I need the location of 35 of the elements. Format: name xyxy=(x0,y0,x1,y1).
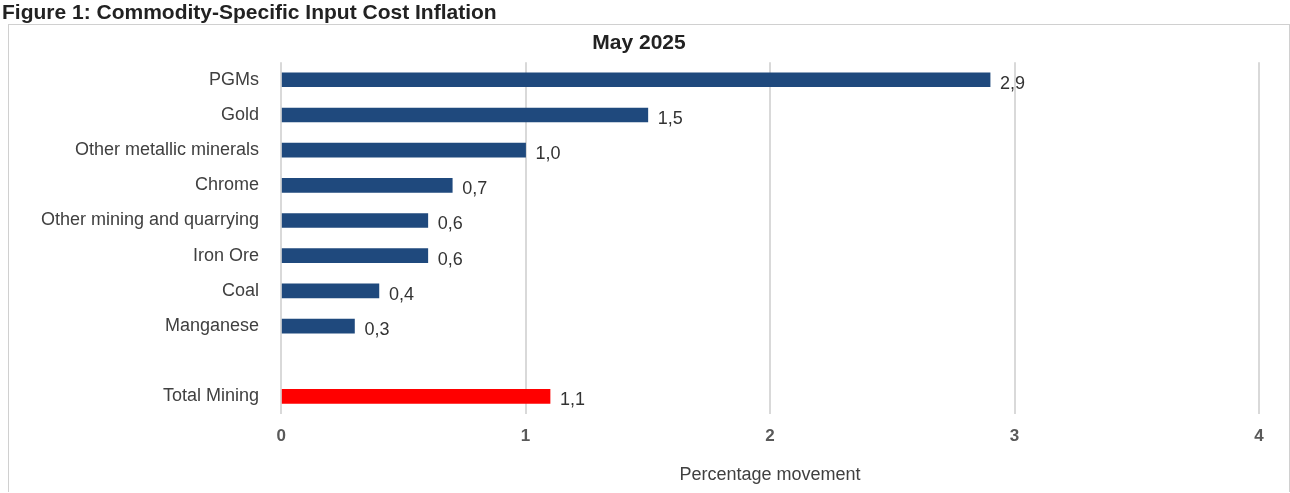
bar xyxy=(281,318,355,334)
bar xyxy=(281,142,526,158)
y-tick-label: Manganese xyxy=(165,315,260,336)
data-label: 1,0 xyxy=(535,143,561,164)
y-tick-label: Coal xyxy=(222,279,260,300)
data-label: 0,3 xyxy=(364,319,390,340)
chart-title: Figure 1: Commodity-Specific Input Cost Inflation xyxy=(1,0,498,24)
chart-subtitle: May 2025 xyxy=(592,30,687,54)
bar xyxy=(281,389,551,404)
x-tick-label: 3 xyxy=(1009,425,1020,445)
x-tick-label: 0 xyxy=(276,425,286,445)
x-tick-label: 1 xyxy=(520,425,531,445)
data-label: 0,6 xyxy=(437,213,463,234)
y-tick-label: Other metallic minerals xyxy=(75,139,260,160)
bar xyxy=(281,72,991,88)
y-tick-label: PGMs xyxy=(209,68,260,89)
y-tick-label: Total Mining xyxy=(163,385,260,406)
bar xyxy=(281,178,453,193)
data-label: 0,7 xyxy=(462,178,488,199)
y-tick-label: Gold xyxy=(221,103,260,124)
bar xyxy=(281,283,380,299)
data-label: 0,6 xyxy=(437,248,463,269)
x-axis-title: Percentage movement xyxy=(679,464,861,485)
data-label: 1,5 xyxy=(657,107,683,128)
x-tick-label: 4 xyxy=(1254,425,1265,445)
data-label: 1,1 xyxy=(560,389,586,410)
bar xyxy=(281,248,429,264)
y-tick-label: Chrome xyxy=(195,174,260,195)
y-tick-label: Iron Ore xyxy=(193,244,260,265)
data-label: 0,4 xyxy=(388,283,414,304)
bar xyxy=(281,213,429,228)
bar xyxy=(281,107,649,123)
y-tick-label: Other mining and quarrying xyxy=(40,209,260,230)
x-tick-label: 2 xyxy=(765,425,775,445)
data-label: 2,9 xyxy=(1000,72,1026,93)
